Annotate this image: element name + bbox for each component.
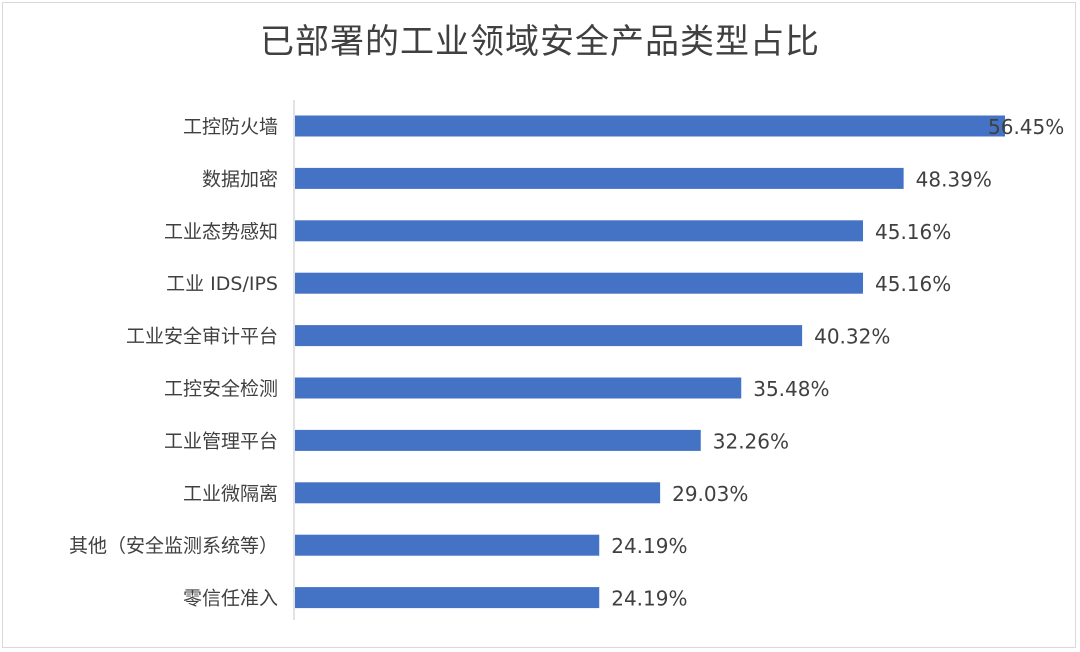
bar xyxy=(295,482,661,504)
data-label: 45.16% xyxy=(875,220,951,244)
category-label: 工业态势感知 xyxy=(164,221,278,243)
chart-title: 已部署的工业领域安全产品类型占比 xyxy=(260,22,820,62)
data-label: 29.03% xyxy=(672,482,748,506)
category-label: 工业管理平台 xyxy=(164,430,278,452)
bar xyxy=(295,429,701,451)
category-label: 工控防火墙 xyxy=(183,116,278,138)
bar xyxy=(295,534,600,556)
category-label: 数据加密 xyxy=(202,168,278,190)
bar xyxy=(295,587,600,609)
data-label: 32.26% xyxy=(713,429,789,453)
bar xyxy=(295,325,803,347)
data-label: 40.32% xyxy=(814,325,890,349)
category-label: 工业 IDS/IPS xyxy=(166,273,278,295)
bar xyxy=(295,115,1005,137)
data-label: 35.48% xyxy=(753,377,829,401)
category-label: 工业微隔离 xyxy=(183,483,278,505)
category-label: 工控安全检测 xyxy=(164,378,278,400)
category-label: 零信任准入 xyxy=(183,588,278,610)
data-label: 56.45% xyxy=(988,115,1064,139)
data-label: 48.39% xyxy=(916,167,992,191)
bar xyxy=(295,272,863,294)
bar xyxy=(295,220,863,242)
data-label: 45.16% xyxy=(875,272,951,296)
bar xyxy=(295,377,742,399)
data-label: 24.19% xyxy=(611,534,687,558)
data-label: 24.19% xyxy=(611,587,687,611)
category-label: 其他（安全监测系统等） xyxy=(69,535,278,557)
category-label: 工业安全审计平台 xyxy=(126,326,278,348)
bar xyxy=(295,167,904,189)
